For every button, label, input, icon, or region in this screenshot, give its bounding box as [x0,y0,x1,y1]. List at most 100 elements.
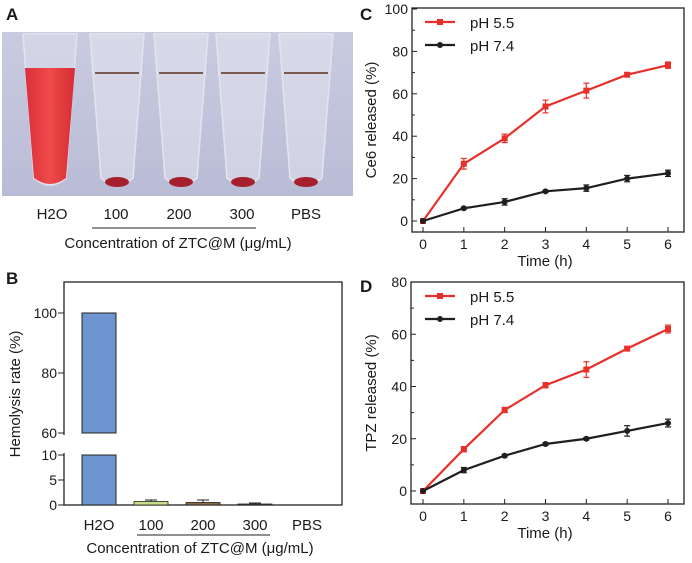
data-point [665,326,671,333]
data-point [460,446,467,453]
data-point [583,435,590,442]
x-tick-label: 5 [623,508,631,524]
y-tick-label: 80 [392,43,408,59]
rbc-pellet [231,177,255,187]
y-tick-label: 5 [49,472,57,488]
tube-label: H2O [37,206,68,223]
x-tick-label: 5 [623,236,631,252]
data-point [542,188,549,195]
panel-label-c: C [360,5,372,24]
series-line [422,328,669,492]
data-point [624,71,631,78]
tube [89,33,145,187]
panel-label-b: B [6,269,18,288]
rbc-pellet [294,177,318,187]
x-axis-label: Time (h) [517,525,572,542]
series-line [422,421,669,492]
bar-h2o-upper [81,312,117,434]
y-tick-label: 0 [399,483,407,499]
x-tick-label: 100 [138,517,163,534]
y-tick-label: 0 [400,213,408,229]
y-axis-label: TPZ released (%) [363,334,380,452]
data-point [665,62,671,69]
rbc-pellet [105,177,129,187]
x-tick-label: 2 [501,236,509,252]
tube [278,33,334,187]
bar [185,502,221,506]
data-point [583,366,590,373]
data-point [624,427,631,434]
y-tick-label: 60 [391,326,407,342]
panel-a: A H2O 100 200 300 PBS Concentration of ZTC@M… [2,5,353,252]
y-tick-label: 20 [392,171,408,187]
tube-label: 100 [103,206,128,223]
series-line [422,64,669,222]
bar [237,503,273,506]
panel-c: C 0 20 40 60 80 100 0 1 2 3 4 5 6 Time (h) Ce6 release… [360,1,685,270]
y-axis-label: Ce6 released (%) [363,62,380,179]
data-point [460,160,467,167]
tube-labels: H2O 100 200 300 PBS [37,206,321,223]
data-point [420,218,426,224]
x-tick-label: 2 [501,508,509,524]
y-tick-label: 40 [391,379,407,395]
tube-label: 300 [229,206,254,223]
data-point [624,345,631,352]
x-tick-label: 1 [460,508,468,524]
axis-break [61,435,67,453]
panel-label-d: D [360,277,372,296]
data-point [665,420,671,427]
data-point [460,205,467,212]
x-tick-label: 4 [582,236,590,252]
bar-h2o-lower [81,454,117,506]
series-ph-7-4: pH 7.4 [420,312,671,494]
y-tick-label: 20 [391,431,407,447]
legend-marker [437,19,443,25]
x-tick-label: 300 [242,517,267,534]
legend-marker [437,316,443,322]
legend-label: pH 7.4 [470,312,514,329]
tube-photo [2,32,353,196]
y-tick-label: 60 [41,425,57,441]
tube-label: PBS [291,206,321,223]
y-tick-label: 10 [41,447,57,463]
tube [22,33,78,186]
data-point [501,135,508,142]
tube [153,33,209,187]
panel-a-xlabel: Concentration of ZTC@M (μg/mL) [64,235,291,252]
tube [215,33,271,187]
x-tick-label: 3 [542,508,550,524]
tubes [22,33,334,187]
x-axis-label: Concentration of ZTC@M (μg/mL) [86,540,313,557]
y-tick-label: 40 [392,128,408,144]
x-tick-label: 6 [664,236,672,252]
tube-label: 200 [166,206,191,223]
data-point [665,170,671,177]
data-point [420,488,426,494]
plot-frame [411,7,685,233]
series-ph-5-5: pH 5.5 [420,289,671,494]
x-tick-label: 6 [664,508,672,524]
x-tick-label: 0 [419,508,427,524]
rbc-pellet [169,177,193,187]
x-tick-label: PBS [292,517,322,534]
legend-label: pH 7.4 [470,38,514,55]
data-point [501,452,508,459]
x-tick-label: 0 [419,236,427,252]
y-tick-label: 60 [392,86,408,102]
x-tick-label: H2O [84,517,115,534]
series-ph-7-4: pH 7.4 [420,38,671,224]
data-point [624,175,631,182]
x-tick-label: 3 [542,236,550,252]
series-line [422,172,669,223]
y-axis-label: Hemolysis rate (%) [7,331,24,458]
data-point [460,467,467,474]
data-point [542,382,549,389]
data-point [583,87,590,94]
panel-d: D 0 20 40 60 80 0 1 2 3 4 5 6 Time (h) TPZ released (… [360,274,685,542]
panel-b: B 0 5 10 60 80 100 H2O 100 200 300 PBS Concentratio… [6,269,343,557]
legend-label: pH 5.5 [470,289,514,306]
legend-marker [437,293,443,299]
red-lysate [25,68,75,184]
